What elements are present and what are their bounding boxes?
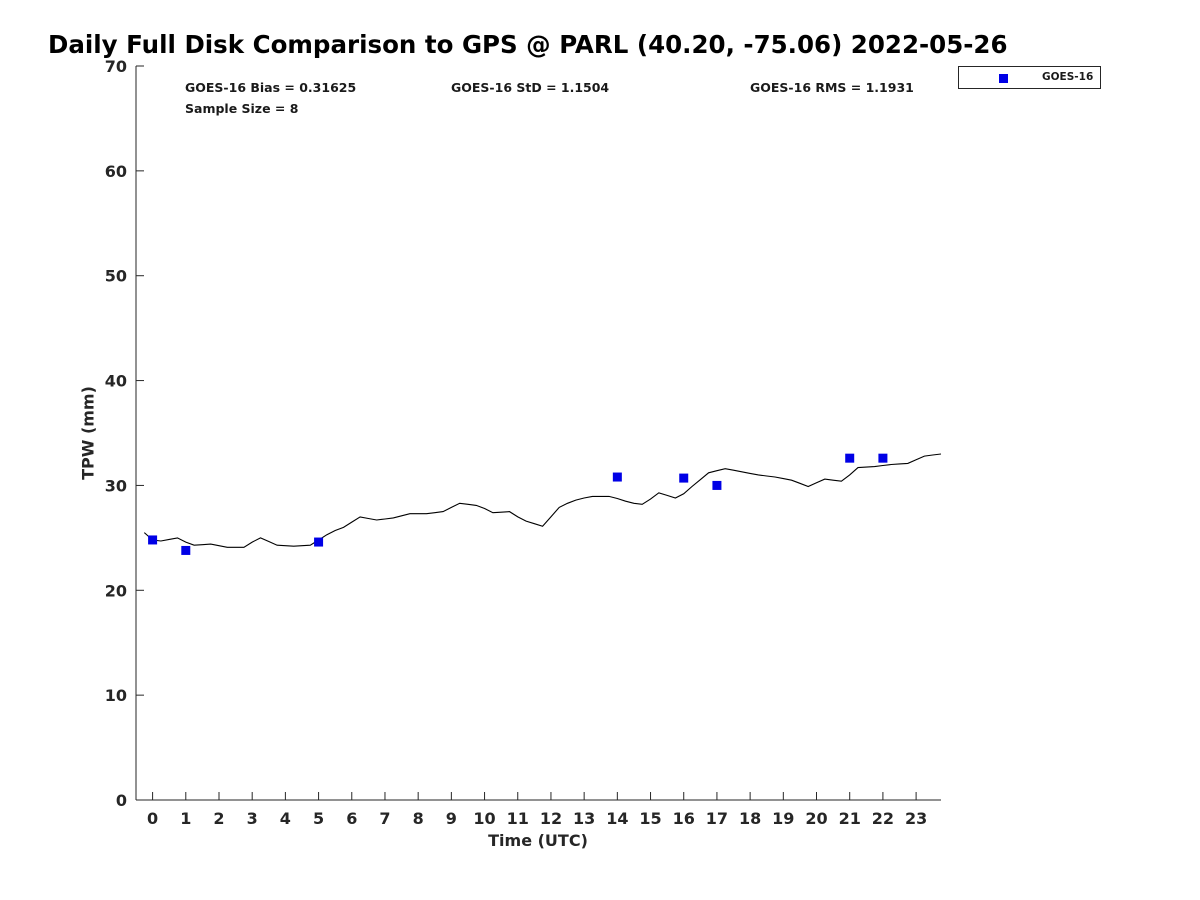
- y-tick-label: 10: [105, 686, 127, 705]
- x-tick-label: 2: [213, 809, 224, 828]
- y-tick-label: 40: [105, 372, 127, 391]
- x-tick-label: 16: [673, 809, 695, 828]
- x-tick-label: 10: [473, 809, 495, 828]
- x-tick-label: 5: [313, 809, 324, 828]
- x-tick-label: 12: [540, 809, 562, 828]
- x-tick-label: 19: [772, 809, 794, 828]
- legend-label-goes16: GOES-16: [1042, 71, 1094, 83]
- legend-marker-goes16: [999, 74, 1008, 83]
- y-tick-label: 30: [105, 476, 127, 495]
- x-tick-label: 0: [147, 809, 158, 828]
- goes16-point: [712, 480, 722, 490]
- x-tick-label: 6: [346, 809, 357, 828]
- x-tick-label: 8: [413, 809, 424, 828]
- x-tick-label: 21: [839, 809, 861, 828]
- x-tick-label: 23: [905, 809, 927, 828]
- axes: [135, 66, 941, 801]
- goes16-point: [181, 545, 191, 555]
- rms-stat: GOES-16 RMS = 1.1931: [750, 80, 914, 95]
- gps-series: [143, 453, 942, 548]
- goes16-point: [148, 535, 158, 545]
- goes16-point: [314, 537, 324, 547]
- x-tick-label: 18: [739, 809, 761, 828]
- y-tick-label: 20: [105, 581, 127, 600]
- x-tick-label: 11: [507, 809, 529, 828]
- y-tick-label: 70: [105, 57, 127, 76]
- x-tick-label: 14: [606, 809, 628, 828]
- bias-stat: GOES-16 Bias = 0.31625: [185, 80, 357, 95]
- x-tick-label: 20: [805, 809, 827, 828]
- x-tick-label: 13: [573, 809, 595, 828]
- x-tick-label: 4: [280, 809, 291, 828]
- y-tick-label: 0: [116, 791, 127, 810]
- gps-line: [143, 453, 942, 548]
- x-tick-label: 15: [639, 809, 661, 828]
- x-tick-label: 7: [379, 809, 390, 828]
- sample-size-stat: Sample Size = 8: [185, 101, 299, 116]
- goes16-point: [878, 453, 888, 463]
- goes16-series: [148, 453, 888, 555]
- chart-title: Daily Full Disk Comparison to GPS @ PARL…: [48, 30, 1008, 59]
- y-tick-label: 60: [105, 162, 127, 181]
- x-tick-label: 3: [247, 809, 258, 828]
- x-tick-label: 9: [446, 809, 457, 828]
- x-axis-label: Time (UTC): [488, 831, 588, 850]
- std-stat: GOES-16 StD = 1.1504: [451, 80, 610, 95]
- x-tick-label: 17: [706, 809, 728, 828]
- y-tick-label: 50: [105, 267, 127, 286]
- goes16-point: [679, 473, 689, 483]
- goes16-point: [845, 453, 855, 463]
- legend: GOES-16: [958, 66, 1101, 89]
- x-tick-label: 22: [872, 809, 894, 828]
- x-tick-label: 1: [180, 809, 191, 828]
- goes16-point: [612, 472, 622, 482]
